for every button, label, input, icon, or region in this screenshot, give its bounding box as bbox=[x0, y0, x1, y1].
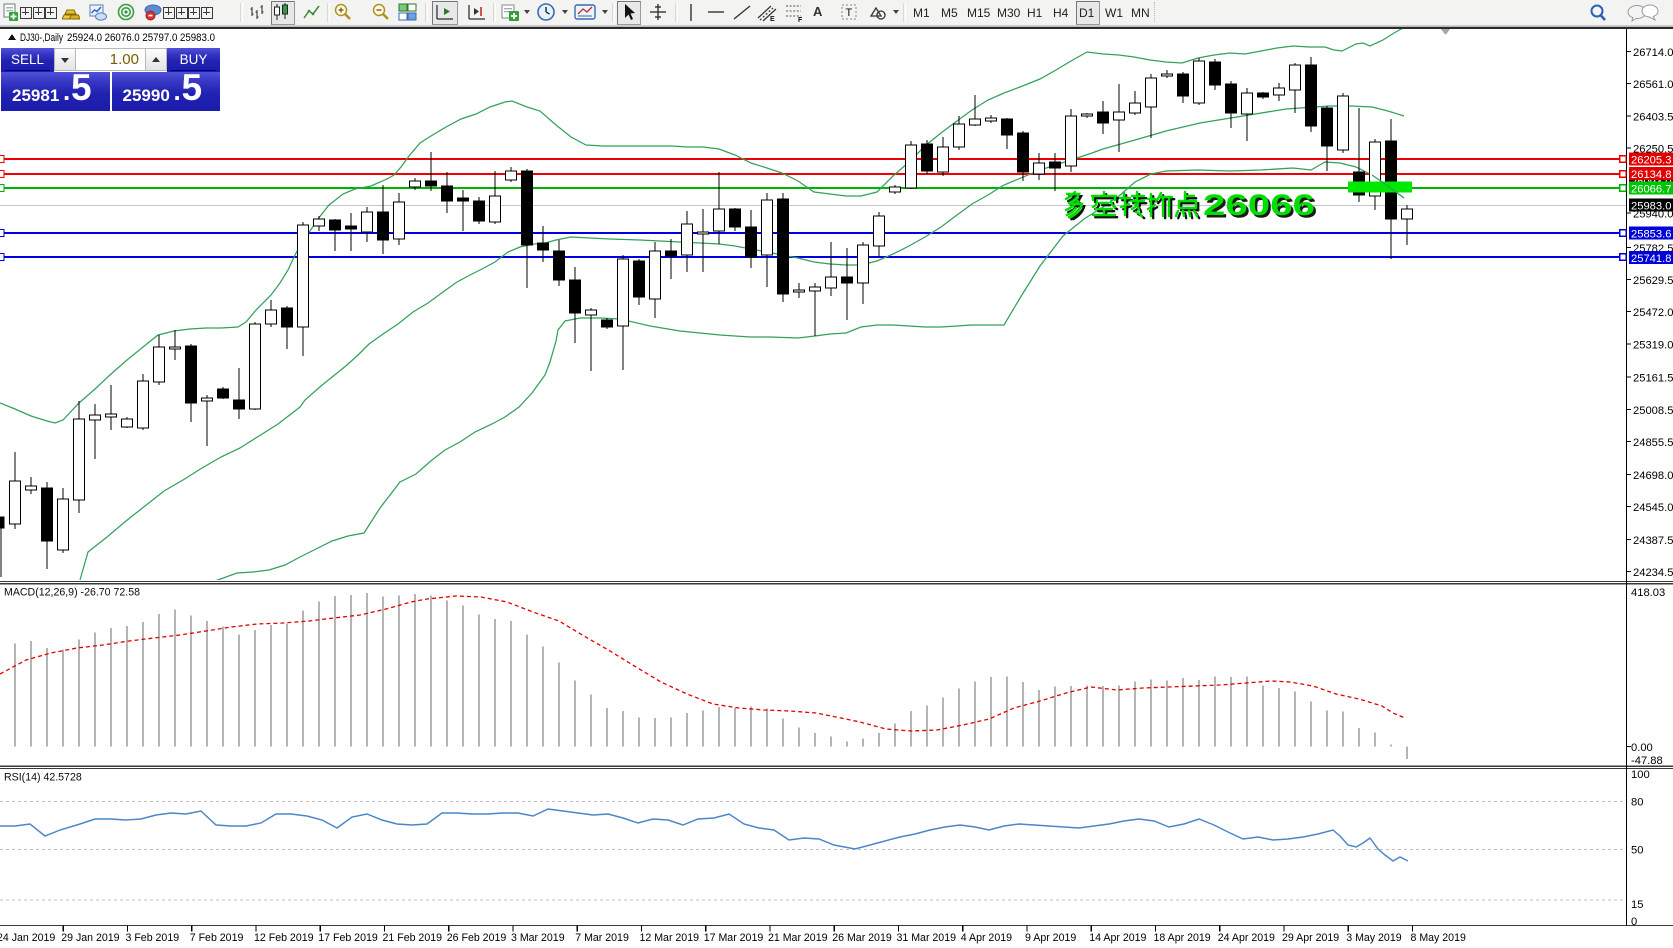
svg-text:25008.5: 25008.5 bbox=[1633, 405, 1673, 417]
svg-text:18 Apr 2019: 18 Apr 2019 bbox=[1154, 932, 1211, 944]
svg-text:26 Mar 2019: 26 Mar 2019 bbox=[832, 932, 892, 944]
svg-text:DJ30-,Daily: DJ30-,Daily bbox=[20, 32, 64, 44]
svg-text:4 Apr 2019: 4 Apr 2019 bbox=[961, 932, 1012, 944]
svg-text:14 Apr 2019: 14 Apr 2019 bbox=[1089, 932, 1146, 944]
svg-text:26250.5: 26250.5 bbox=[1633, 143, 1673, 155]
svg-text:31 Mar 2019: 31 Mar 2019 bbox=[897, 932, 957, 944]
svg-text:24698.0: 24698.0 bbox=[1633, 470, 1673, 482]
svg-text:24855.5: 24855.5 bbox=[1633, 437, 1673, 449]
svg-text:12 Feb 2019: 12 Feb 2019 bbox=[254, 932, 314, 944]
svg-text:E: E bbox=[770, 16, 775, 23]
svg-text:25319.0: 25319.0 bbox=[1633, 340, 1673, 352]
svg-text:24545.0: 24545.0 bbox=[1633, 502, 1673, 514]
svg-text:17 Mar 2019: 17 Mar 2019 bbox=[704, 932, 764, 944]
svg-text:26066: 26066 bbox=[1203, 189, 1315, 222]
svg-text:12 Mar 2019: 12 Mar 2019 bbox=[640, 932, 700, 944]
svg-text:26134.8: 26134.8 bbox=[1631, 169, 1671, 181]
svg-text:26403.5: 26403.5 bbox=[1633, 112, 1673, 124]
svg-text:-47.88: -47.88 bbox=[1631, 755, 1663, 767]
svg-text:26066.7: 26066.7 bbox=[1631, 184, 1671, 196]
svg-text:29 Apr 2019: 29 Apr 2019 bbox=[1282, 932, 1339, 944]
svg-text:25161.5: 25161.5 bbox=[1633, 373, 1673, 385]
svg-text:3 Feb 2019: 3 Feb 2019 bbox=[126, 932, 180, 944]
svg-text:8 May 2019: 8 May 2019 bbox=[1411, 932, 1466, 944]
svg-text:0.00: 0.00 bbox=[1631, 742, 1653, 754]
svg-text:26714.0: 26714.0 bbox=[1633, 47, 1673, 59]
svg-text:25741.8: 25741.8 bbox=[1631, 253, 1671, 265]
svg-text:26 Feb 2019: 26 Feb 2019 bbox=[447, 932, 507, 944]
svg-text:100: 100 bbox=[1631, 769, 1650, 781]
svg-text:418.03: 418.03 bbox=[1631, 587, 1665, 599]
svg-text:MACD(12,26,9) -26.70 72.58: MACD(12,26,9) -26.70 72.58 bbox=[4, 587, 140, 599]
svg-text:RSI(14) 42.5728: RSI(14) 42.5728 bbox=[4, 772, 82, 784]
svg-text:7 Feb 2019: 7 Feb 2019 bbox=[190, 932, 244, 944]
svg-text:24 Jan 2019: 24 Jan 2019 bbox=[0, 932, 55, 944]
svg-text:F: F bbox=[798, 17, 803, 23]
svg-text:25853.6: 25853.6 bbox=[1631, 229, 1671, 241]
svg-text:25924.0 26076.0 25797.0 25983.: 25924.0 26076.0 25797.0 25983.0 bbox=[67, 32, 215, 44]
svg-text:9 Apr 2019: 9 Apr 2019 bbox=[1025, 932, 1076, 944]
svg-text:26205.3: 26205.3 bbox=[1631, 155, 1671, 167]
svg-text:24387.5: 24387.5 bbox=[1633, 535, 1673, 547]
svg-text:25472.0: 25472.0 bbox=[1633, 307, 1673, 319]
svg-text:25983.0: 25983.0 bbox=[1631, 201, 1671, 213]
svg-text:3 May 2019: 3 May 2019 bbox=[1346, 932, 1401, 944]
svg-text:3 Mar 2019: 3 Mar 2019 bbox=[511, 932, 565, 944]
svg-text:25629.5: 25629.5 bbox=[1633, 275, 1673, 287]
svg-text:50: 50 bbox=[1631, 845, 1643, 857]
svg-text:T: T bbox=[846, 7, 853, 19]
svg-text:24234.5: 24234.5 bbox=[1633, 567, 1673, 579]
svg-text:15: 15 bbox=[1631, 899, 1643, 911]
svg-text:26066: 26066 bbox=[1205, 191, 1317, 224]
svg-text:29 Jan 2019: 29 Jan 2019 bbox=[61, 932, 119, 944]
svg-text:21 Feb 2019: 21 Feb 2019 bbox=[383, 932, 443, 944]
svg-text:24 Apr 2019: 24 Apr 2019 bbox=[1218, 932, 1275, 944]
svg-text:17 Feb 2019: 17 Feb 2019 bbox=[318, 932, 378, 944]
svg-text:7 Mar 2019: 7 Mar 2019 bbox=[575, 932, 629, 944]
svg-text:80: 80 bbox=[1631, 797, 1643, 809]
svg-text:0: 0 bbox=[1631, 916, 1637, 928]
svg-text:21 Mar 2019: 21 Mar 2019 bbox=[768, 932, 828, 944]
svg-text:26561.0: 26561.0 bbox=[1633, 79, 1673, 91]
